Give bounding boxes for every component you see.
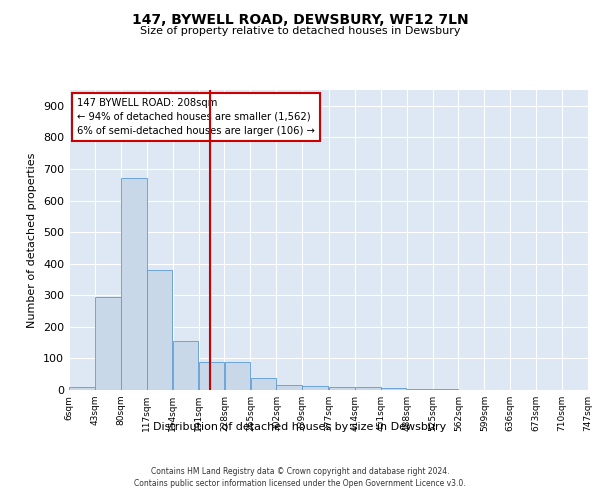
Bar — [173, 341, 199, 390]
Text: Size of property relative to detached houses in Dewsbury: Size of property relative to detached ho… — [140, 26, 460, 36]
Bar — [251, 378, 276, 390]
Bar — [147, 270, 172, 390]
Bar — [329, 387, 355, 390]
Bar — [95, 297, 121, 390]
Text: 147, BYWELL ROAD, DEWSBURY, WF12 7LN: 147, BYWELL ROAD, DEWSBURY, WF12 7LN — [131, 12, 469, 26]
Bar — [381, 388, 406, 390]
Text: 147 BYWELL ROAD: 208sqm
← 94% of detached houses are smaller (1,562)
6% of semi-: 147 BYWELL ROAD: 208sqm ← 94% of detache… — [77, 98, 314, 136]
Text: Contains HM Land Registry data © Crown copyright and database right 2024.
Contai: Contains HM Land Registry data © Crown c… — [134, 466, 466, 487]
Text: Distribution of detached houses by size in Dewsbury: Distribution of detached houses by size … — [154, 422, 446, 432]
Y-axis label: Number of detached properties: Number of detached properties — [28, 152, 37, 328]
Bar — [199, 362, 224, 390]
Bar — [302, 386, 328, 390]
Bar — [277, 386, 302, 390]
Bar — [121, 178, 146, 390]
Bar — [355, 387, 380, 390]
Bar — [69, 388, 95, 390]
Bar — [224, 362, 250, 390]
